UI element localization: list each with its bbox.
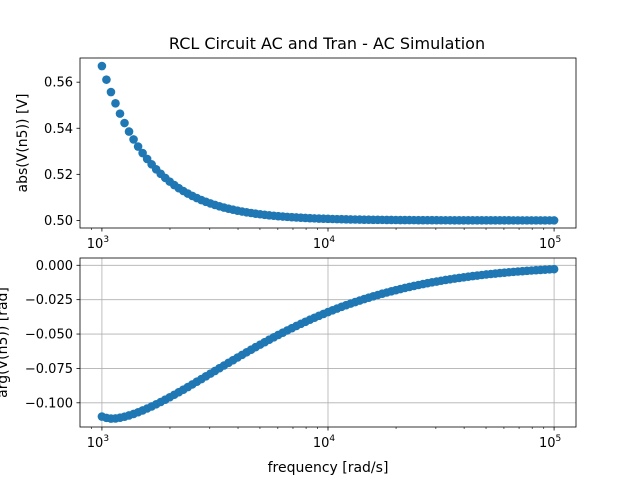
mag-xtick-label: 104 — [313, 235, 336, 252]
phase-ylabel: arg(V(n5)) [rad] — [0, 287, 11, 398]
mag-xtick-label-base: 10 — [87, 237, 104, 252]
mag-xtick-label: 105 — [539, 235, 561, 252]
phase-xtick-label-exponent: 5 — [555, 434, 561, 444]
mag-data-point — [111, 99, 120, 108]
phase-xtick-label-exponent: 3 — [103, 434, 109, 444]
phase-xtick-label: 104 — [313, 434, 336, 451]
phase-subplot: 103 104 1050.000−0.025−0.050−0.075−0.100ar… — [0, 257, 577, 476]
phase-xtick-label-base: 10 — [313, 436, 330, 451]
phase-data-point — [549, 264, 559, 274]
phase-ytick-label: −0.075 — [25, 362, 73, 377]
mag-ytick-label: 0.54 — [44, 122, 73, 137]
phase-xtick-label: 105 — [539, 434, 561, 451]
mag-data-point — [97, 61, 107, 71]
mag-data-point — [133, 142, 143, 151]
mag-ytick-label: 0.52 — [44, 168, 73, 183]
mag-data-point — [102, 75, 111, 84]
mag-data-point — [549, 216, 559, 225]
phase-ytick-label: 0.000 — [36, 259, 73, 274]
mag-xtick-label: 103 — [87, 235, 109, 252]
mag-xtick-label-base: 10 — [313, 237, 330, 252]
phase-ytick-label: −0.100 — [25, 396, 73, 411]
chart-title: RCL Circuit AC and Tran - AC Simulation — [169, 34, 485, 53]
mag-data-point — [115, 109, 125, 118]
mag-data-point — [120, 118, 129, 128]
mag-xtick-label-base: 10 — [539, 237, 556, 252]
phase-xtick-label-base: 10 — [87, 436, 104, 451]
mag-ytick-label: 0.50 — [44, 214, 73, 229]
phase-ytick-label: −0.050 — [25, 328, 73, 343]
phase-xtick-label-base: 10 — [539, 436, 556, 451]
mag-data-point — [129, 135, 138, 144]
phase-xlabel: frequency [rad/s] — [268, 460, 389, 476]
phase-xtick-label: 103 — [87, 434, 109, 451]
mag-xtick-label-exponent: 5 — [555, 235, 561, 245]
mag-ytick-label: 0.56 — [44, 76, 73, 91]
mag-data-point — [106, 87, 116, 97]
mag-xtick-label-exponent: 3 — [103, 235, 109, 245]
phase-xtick-label-exponent: 4 — [329, 434, 335, 444]
mag-xtick-label-exponent: 4 — [329, 235, 335, 245]
mag-data-point — [124, 127, 134, 136]
mag-ylabel: abs(V(n5)) [V] — [15, 94, 31, 193]
phase-ytick-label: −0.025 — [25, 293, 73, 308]
mag-data-point — [138, 148, 147, 158]
